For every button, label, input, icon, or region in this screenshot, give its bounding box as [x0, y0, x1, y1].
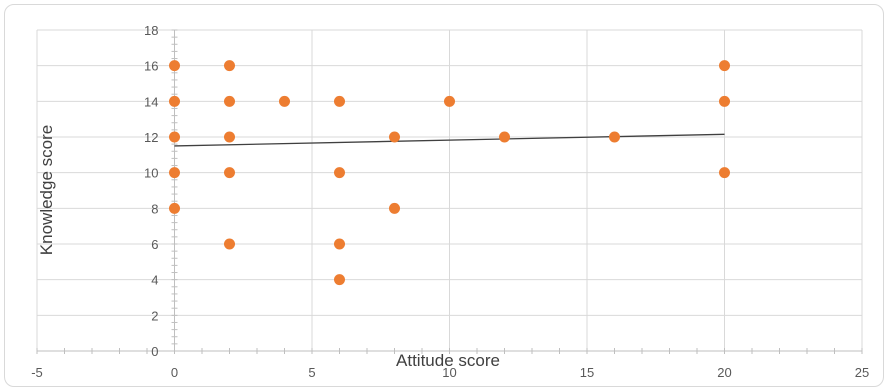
chart-frame — [4, 4, 884, 387]
data-point — [719, 60, 730, 72]
y-tick-label: 6 — [151, 237, 158, 252]
data-point — [169, 131, 180, 143]
data-point — [334, 274, 345, 286]
data-point — [334, 238, 345, 250]
trendline — [174, 133, 725, 147]
gridlines — [36, 29, 863, 351]
data-point — [334, 167, 345, 179]
data-point — [224, 238, 235, 250]
data-point — [609, 131, 620, 143]
x-axis-title: Attitude score — [396, 351, 500, 370]
data-point — [499, 131, 510, 143]
data-point — [169, 60, 180, 72]
data-point — [389, 202, 400, 214]
y-tick-label: 12 — [144, 130, 158, 145]
data-point — [279, 95, 290, 107]
x-tick-label: 15 — [580, 365, 594, 380]
data-point — [224, 131, 235, 143]
x-tick-label: 10 — [442, 365, 456, 380]
data-point — [719, 95, 730, 107]
data-point — [224, 167, 235, 179]
x-tick-label: 20 — [717, 365, 731, 380]
x-tick-label: 0 — [171, 365, 178, 380]
data-points — [169, 60, 730, 286]
data-point — [719, 167, 730, 179]
data-point — [169, 167, 180, 179]
y-tick-label: 0 — [151, 344, 158, 359]
data-point — [334, 95, 345, 107]
data-point — [224, 60, 235, 72]
data-point — [444, 95, 455, 107]
x-tick-label: -5 — [31, 365, 43, 380]
tick-labels: 0 2 4 6 8 10 12 14 16 18 -5 0 5 10 15 20 25 — [31, 23, 869, 380]
y-tick-label: 14 — [144, 94, 158, 109]
x-tick-label: 5 — [308, 365, 315, 380]
y-tick-label: 8 — [151, 201, 158, 216]
data-point — [389, 131, 400, 143]
y-tick-label: 4 — [151, 273, 158, 288]
data-point — [169, 95, 180, 107]
y-tick-label: 18 — [144, 23, 158, 38]
x-tick-label: 25 — [855, 365, 869, 380]
data-point — [224, 95, 235, 107]
y-tick-label: 2 — [151, 308, 158, 323]
y-tick-label: 10 — [144, 166, 158, 181]
axes — [36, 29, 863, 354]
y-tick-label: 16 — [144, 59, 158, 74]
y-axis-title: Knowledge score — [37, 125, 56, 255]
data-point — [169, 202, 180, 214]
trendline-layer — [174, 133, 725, 147]
